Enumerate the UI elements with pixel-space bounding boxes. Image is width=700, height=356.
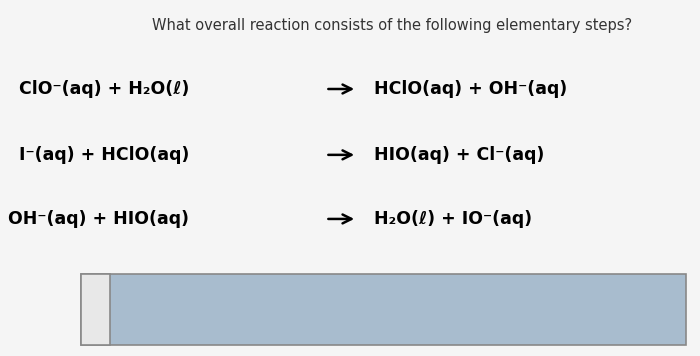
- Text: I⁻(aq) + HClO(aq): I⁻(aq) + HClO(aq): [19, 146, 189, 164]
- Bar: [80, 274, 686, 345]
- Text: OH⁻(aq) + HIO(aq): OH⁻(aq) + HIO(aq): [8, 210, 189, 228]
- Text: H₂O(ℓ) + IO⁻(aq): H₂O(ℓ) + IO⁻(aq): [374, 210, 533, 228]
- Text: HIO(aq) + Cl⁻(aq): HIO(aq) + Cl⁻(aq): [374, 146, 545, 164]
- Text: ClO⁻(aq) + H₂O(ℓ): ClO⁻(aq) + H₂O(ℓ): [19, 80, 189, 98]
- Text: What overall reaction consists of the following elementary steps?: What overall reaction consists of the fo…: [152, 18, 632, 33]
- Text: HClO(aq) + OH⁻(aq): HClO(aq) + OH⁻(aq): [374, 80, 568, 98]
- Bar: [80, 274, 110, 345]
